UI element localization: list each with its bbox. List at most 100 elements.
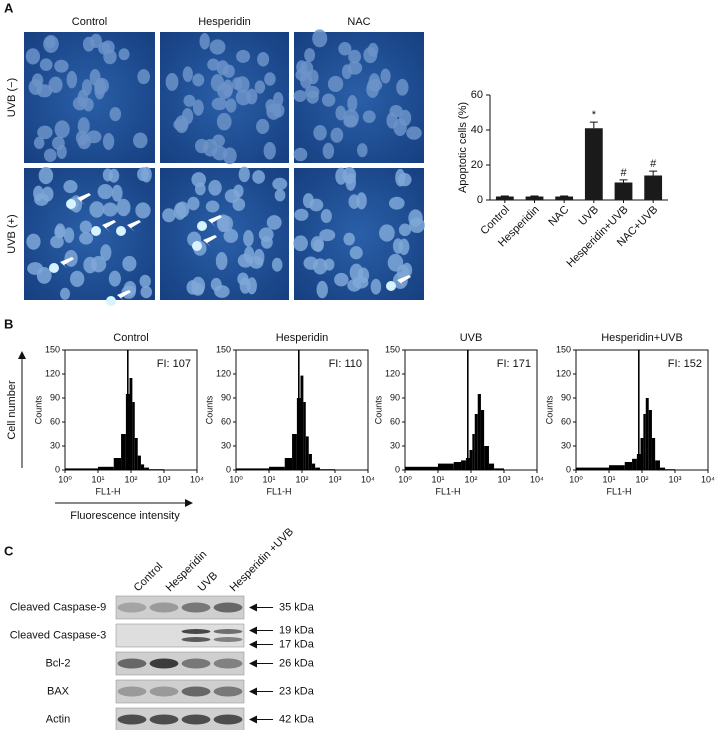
nucleus xyxy=(398,238,410,256)
chart-title: UVB xyxy=(460,332,483,344)
y-tick-label: 0 xyxy=(395,464,400,474)
nucleus xyxy=(222,147,237,165)
error-bar xyxy=(589,121,598,129)
histogram-bar xyxy=(121,434,126,470)
nucleus xyxy=(380,68,391,84)
histogram-bar xyxy=(292,434,297,470)
nucleus xyxy=(118,48,130,61)
error-bar xyxy=(649,170,658,176)
nucleus xyxy=(232,77,243,91)
y-tick-label: 60 xyxy=(390,416,400,426)
y-axis-label: Counts xyxy=(544,395,554,424)
blot-row-label: BAX xyxy=(47,685,70,697)
nucleus xyxy=(263,141,276,160)
nucleus xyxy=(254,80,266,94)
nucleus xyxy=(357,143,368,158)
nucleus xyxy=(313,239,324,252)
bright-nucleus xyxy=(197,221,207,231)
y-tick-label: 90 xyxy=(390,392,400,402)
nucleus xyxy=(212,134,225,148)
x-tick-label: 10² xyxy=(464,474,477,484)
nucleus xyxy=(273,92,284,107)
nucleus xyxy=(327,75,344,93)
nucleus xyxy=(31,73,44,88)
nucleus xyxy=(302,193,314,209)
bright-nucleus xyxy=(106,296,116,306)
nucleus xyxy=(72,96,87,111)
nucleus xyxy=(335,105,346,121)
nucleus xyxy=(81,79,92,96)
nucleus xyxy=(162,208,176,223)
histogram-bar xyxy=(134,438,138,470)
x-tick-label: 10¹ xyxy=(262,474,275,484)
blot-band xyxy=(213,658,243,669)
x-axis-label: FL1-H xyxy=(95,486,120,496)
size-label: 42 kDa xyxy=(279,713,315,725)
row-label: UVB (+) xyxy=(6,214,18,253)
x-tick-label: 10¹ xyxy=(91,474,104,484)
micrograph xyxy=(24,166,155,306)
nucleus xyxy=(223,228,239,243)
nucleus xyxy=(116,198,131,217)
histogram-bar xyxy=(325,469,335,470)
histogram-bar xyxy=(480,410,485,470)
y-tick-label: 150 xyxy=(216,344,231,354)
nucleus xyxy=(102,132,115,150)
nucleus xyxy=(192,99,204,116)
x-tick-label: 10² xyxy=(295,474,308,484)
nucleus xyxy=(100,244,112,261)
column-label: NAC xyxy=(347,16,370,28)
nucleus xyxy=(236,49,251,63)
nucleus xyxy=(386,112,398,129)
nucleus xyxy=(304,48,316,63)
nucleus xyxy=(347,279,362,292)
flow-x-label: Fluorescence intensity xyxy=(70,510,180,522)
nucleus xyxy=(256,118,270,135)
x-tick-label: 10³ xyxy=(668,474,681,484)
histogram-bar xyxy=(311,463,316,470)
nucleus xyxy=(50,235,64,249)
histogram-bar xyxy=(655,460,660,470)
column-label: Control xyxy=(72,16,107,28)
y-tick-label: 60 xyxy=(221,416,231,426)
nucleus xyxy=(266,215,282,230)
nucleus xyxy=(398,223,412,237)
arrow xyxy=(60,257,74,269)
nucleus xyxy=(217,82,233,100)
x-tick-label: 10³ xyxy=(328,474,341,484)
nucleus xyxy=(79,220,92,234)
fi-annotation: FI: 107 xyxy=(157,358,191,370)
bright-nucleus xyxy=(91,226,101,236)
histogram-bar xyxy=(303,402,306,470)
y-tick-label: 120 xyxy=(45,368,60,378)
nucleus xyxy=(209,39,226,55)
nucleus xyxy=(257,51,270,67)
histogram-bar xyxy=(659,467,666,470)
y-axis-label: Counts xyxy=(204,395,214,424)
nucleus xyxy=(187,196,200,211)
nucleus xyxy=(396,78,409,96)
nucleus xyxy=(97,183,114,200)
nucleus xyxy=(319,229,336,242)
nucleus xyxy=(108,168,120,183)
nucleus xyxy=(293,147,308,162)
x-tick-label: 10¹ xyxy=(602,474,615,484)
y-tick-label: 0 xyxy=(226,464,231,474)
micrograph xyxy=(293,29,424,163)
histogram-bar xyxy=(137,455,141,470)
nucleus xyxy=(387,253,404,272)
nucleus xyxy=(205,200,220,213)
arrow xyxy=(127,220,141,232)
nucleus xyxy=(238,166,250,183)
fi-annotation: FI: 110 xyxy=(329,358,362,370)
bar xyxy=(525,196,544,200)
arrow xyxy=(208,215,222,227)
y-tick-label: 0 xyxy=(477,194,483,206)
y-tick-label: 0 xyxy=(55,464,60,474)
histogram-bar xyxy=(488,463,495,470)
nucleus xyxy=(34,193,49,206)
arrow xyxy=(102,220,116,232)
x-tick-label: NAC xyxy=(546,204,571,229)
column-label: Hesperidin xyxy=(198,16,251,28)
